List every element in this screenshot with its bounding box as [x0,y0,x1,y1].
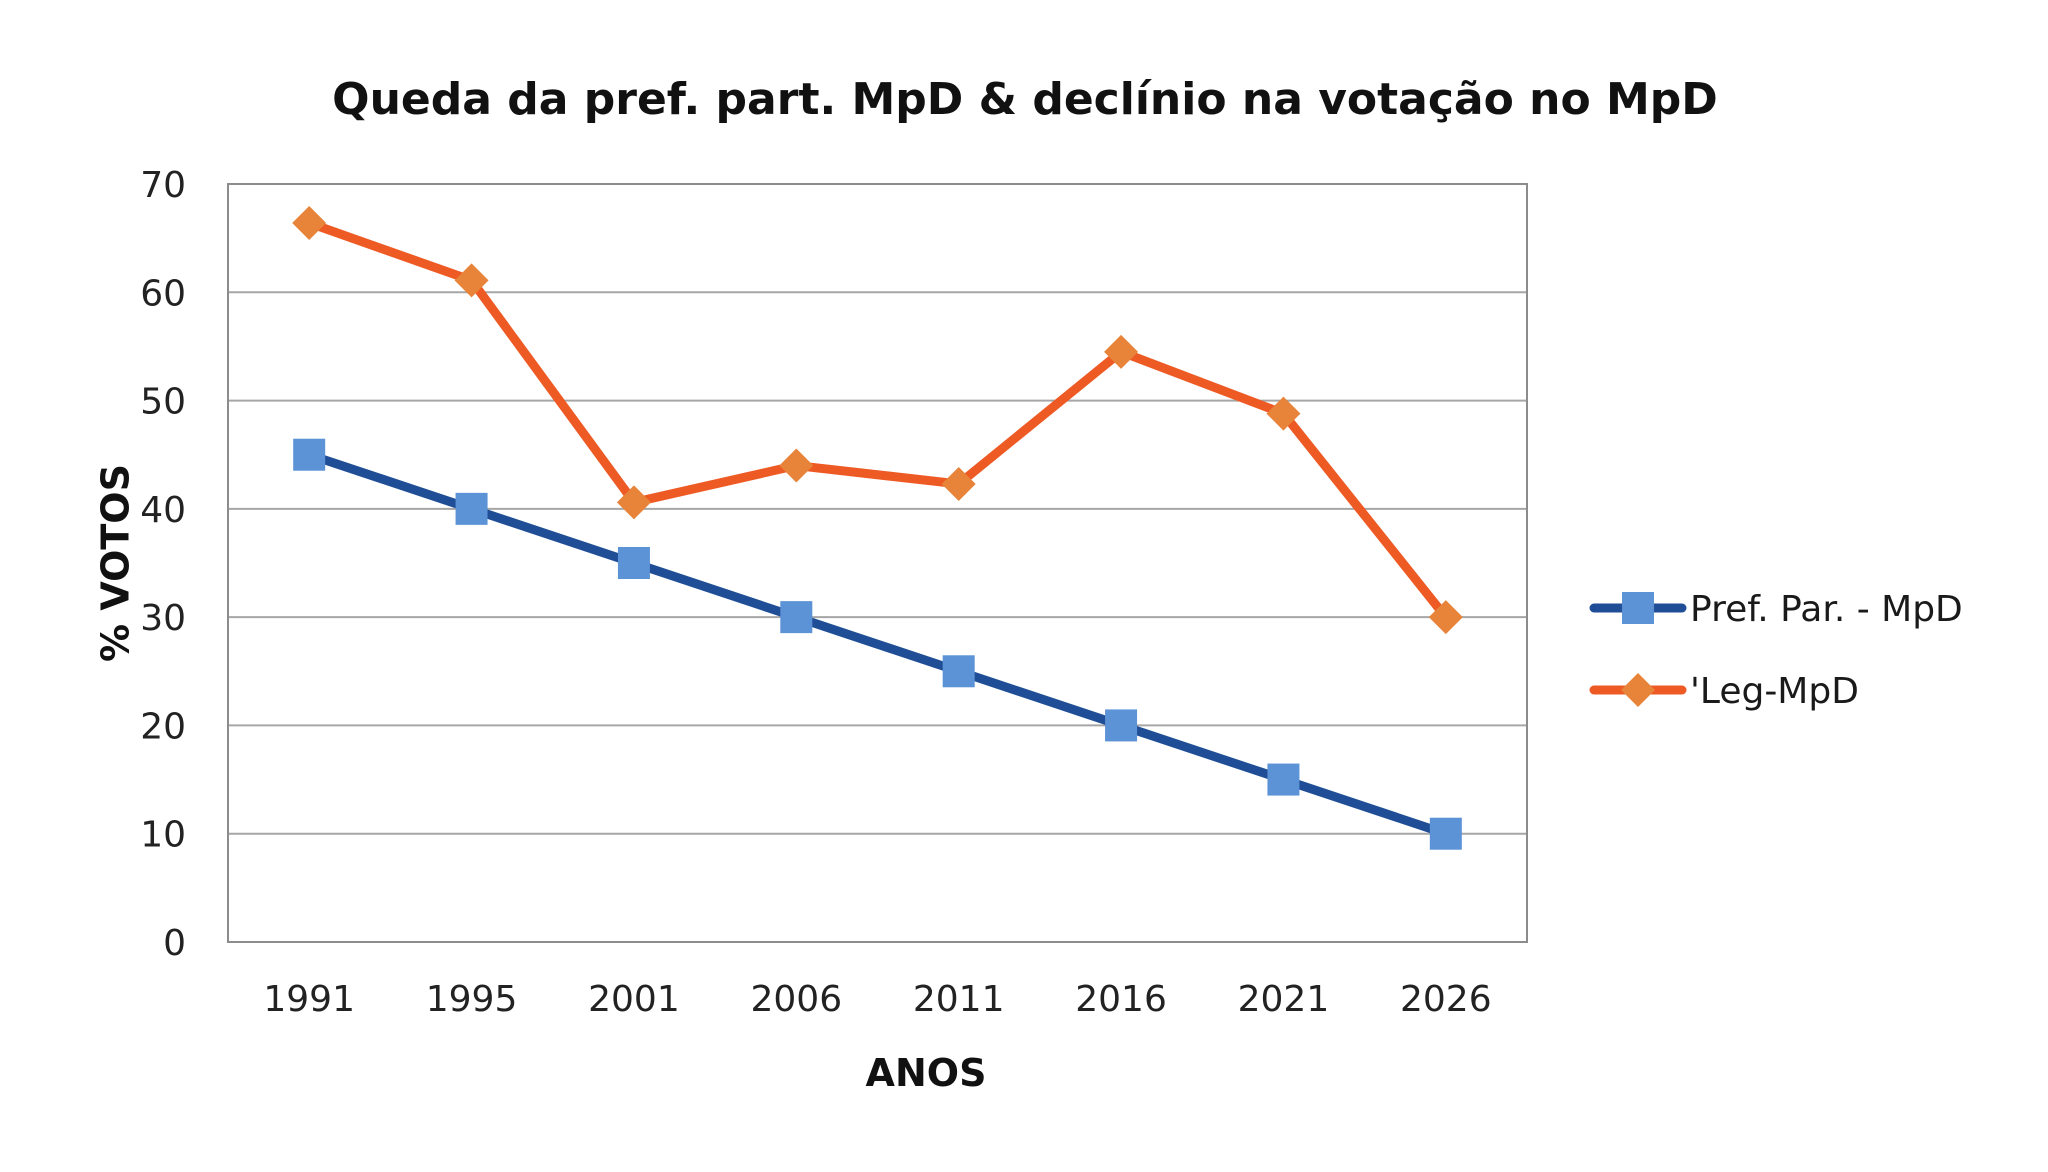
x-tick-label: 2016 [1075,979,1167,1020]
x-axis-label: ANOS [866,1051,987,1095]
data-point [455,492,488,525]
y-tick-label: 60 [140,273,186,314]
y-tick-label: 0 [163,923,186,964]
x-tick-label: 2021 [1238,979,1330,1020]
data-point [1267,763,1300,796]
legend: Pref. Par. - MpD 'Leg-MpD [1589,589,1963,712]
data-point [617,547,650,579]
y-tick-label: 70 [140,165,186,206]
y-axis-ticks: 0 10 20 30 40 50 60 70 [140,165,186,964]
x-tick-label: 2026 [1400,979,1492,1020]
data-point [1105,709,1138,742]
y-tick-label: 50 [140,382,186,423]
series-leg-mpd [292,205,1463,635]
gridlines [228,291,1527,835]
chart-title: Queda da pref. part. MpD & declínio na v… [332,74,1718,125]
data-point [941,466,976,501]
x-tick-label: 1995 [426,979,518,1020]
data-point [292,205,327,240]
legend-marker [1622,592,1654,624]
data-point [1429,817,1462,850]
y-tick-label: 10 [140,815,186,856]
y-tick-label: 40 [140,490,186,531]
data-point [779,448,814,483]
series-pref-par-mpd [293,438,1462,850]
x-tick-label: 1991 [263,979,355,1020]
data-point [942,655,975,688]
y-tick-label: 30 [140,598,186,639]
legend-label: 'Leg-MpD [1690,671,1859,712]
data-point [1266,396,1301,431]
x-axis-ticks: 1991 1995 2001 2006 2011 2016 2021 2026 [263,979,1491,1020]
x-tick-label: 2011 [913,979,1005,1020]
legend-label: Pref. Par. - MpD [1690,589,1963,630]
legend-item: 'Leg-MpD [1589,671,1859,712]
data-point [616,485,651,520]
legend-marker [1621,673,1655,707]
data-point [1428,600,1463,635]
data-point [1104,334,1139,369]
data-point [454,263,489,298]
data-point [293,438,326,471]
y-axis-label: % VOTOS [94,464,138,662]
data-point [780,601,813,634]
series-line [304,450,1451,839]
series-group [292,205,1463,850]
legend-item: Pref. Par. - MpD [1589,589,1963,630]
series-line [304,218,1451,622]
y-tick-label: 20 [140,706,186,747]
x-tick-label: 2006 [751,979,843,1020]
x-tick-label: 2001 [588,979,680,1020]
plot-area [227,183,1528,943]
